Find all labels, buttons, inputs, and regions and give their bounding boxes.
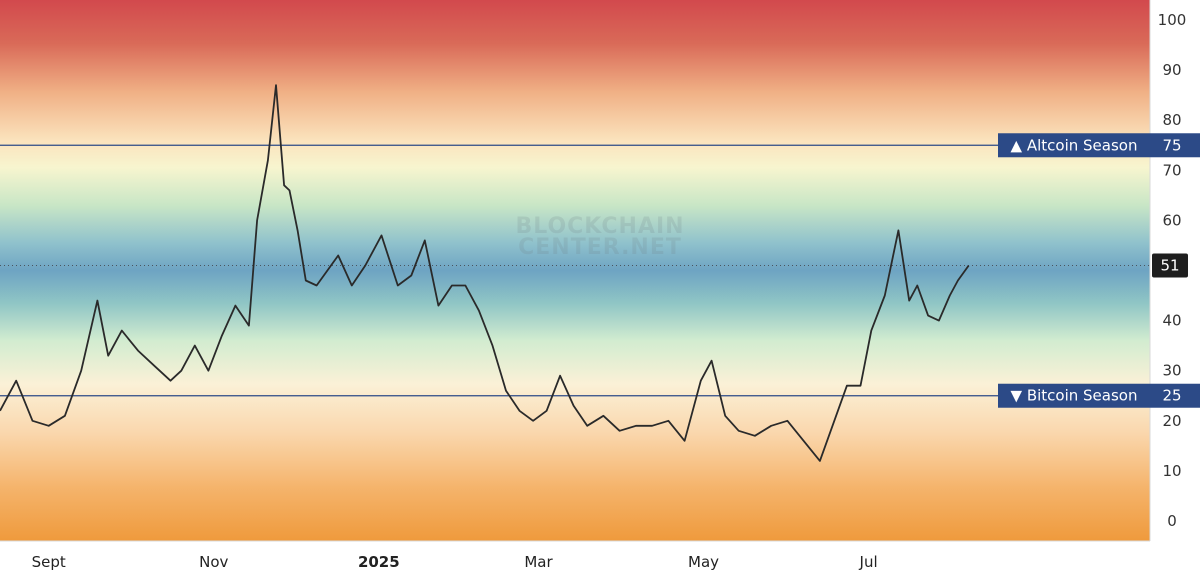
y-tick-70: 70 — [1162, 161, 1181, 179]
y-tick-100: 100 — [1158, 11, 1187, 29]
x-axis-panel — [0, 541, 1200, 582]
x-tick-jul: Jul — [859, 553, 878, 571]
y-tick-40: 40 — [1162, 312, 1181, 330]
watermark: BLOCKCHAIN CENTER.NET — [515, 214, 684, 260]
current-value-box — [1152, 253, 1188, 278]
reference-label-75: ▲ Altcoin Season — [1011, 136, 1138, 154]
y-tick-10: 10 — [1162, 462, 1181, 480]
reference-value-75: 75 — [1162, 136, 1181, 154]
y-tick-30: 30 — [1162, 362, 1181, 380]
y-tick-60: 60 — [1162, 211, 1181, 229]
x-axis-ticks: Sept Nov 2025 Mar May Jul — [32, 553, 878, 571]
x-tick-nov: Nov — [199, 553, 228, 571]
reference-label-box-75 — [998, 133, 1150, 158]
reference-value-box-75 — [1150, 133, 1200, 158]
y-axis-ticks: 0102030405060708090100 — [1158, 11, 1187, 530]
current-value-label: 51 — [1160, 256, 1179, 274]
x-tick-may: May — [688, 553, 719, 571]
x-tick-2025: 2025 — [358, 553, 400, 571]
y-tick-0: 0 — [1167, 512, 1177, 530]
reference-tags: ▲ Altcoin Season 75 ▼ Bitcoin Season 25 — [998, 133, 1200, 408]
reference-lines — [0, 144, 1150, 397]
x-tick-mar: Mar — [524, 553, 553, 571]
y-tick-20: 20 — [1162, 412, 1181, 430]
series-line — [0, 84, 970, 462]
reference-value-25: 25 — [1162, 387, 1181, 405]
reference-label-box-25 — [998, 383, 1150, 408]
watermark-line-1: BLOCKCHAIN — [515, 214, 684, 239]
y-tick-80: 80 — [1162, 111, 1181, 129]
watermark-line-2: CENTER.NET — [518, 235, 682, 260]
chart-background — [0, 0, 1150, 541]
reference-label-25: ▼ Bitcoin Season — [1011, 387, 1138, 405]
current-value-tag: 51 — [1152, 253, 1188, 278]
reference-value-box-25 — [1150, 383, 1200, 408]
x-tick-sept: Sept — [32, 553, 66, 571]
y-tick-90: 90 — [1162, 61, 1181, 79]
